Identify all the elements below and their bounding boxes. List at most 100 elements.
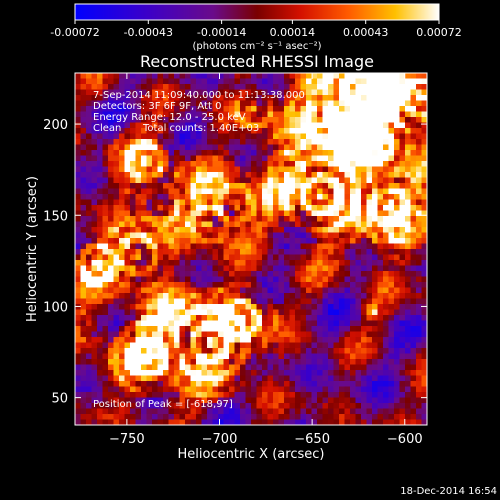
heatmap-cell xyxy=(372,287,378,294)
heatmap-cell xyxy=(174,199,180,206)
heatmap-cell xyxy=(344,414,351,420)
heatmap-cell xyxy=(300,293,307,299)
heatmap-cell xyxy=(278,326,285,332)
heatmap-cell xyxy=(311,315,318,321)
heatmap-cell xyxy=(322,73,329,79)
heatmap-cell xyxy=(190,166,197,173)
heatmap-cell xyxy=(218,238,224,244)
heatmap-cell xyxy=(157,271,164,277)
heatmap-cell xyxy=(405,293,411,299)
heatmap-cell xyxy=(245,392,252,398)
heatmap-cell xyxy=(278,254,285,261)
heatmap-cell xyxy=(388,89,395,96)
heatmap-cell xyxy=(388,293,395,299)
heatmap-cell xyxy=(350,155,356,162)
heatmap-cell xyxy=(366,73,373,79)
heatmap-cell xyxy=(80,111,87,118)
heatmap-cell xyxy=(212,265,219,272)
heatmap-cell xyxy=(306,95,312,101)
heatmap-cell xyxy=(179,287,186,294)
heatmap-cell xyxy=(339,408,345,415)
heatmap-cell xyxy=(113,381,120,387)
heatmap-cell xyxy=(141,89,147,96)
heatmap-cell xyxy=(234,276,241,283)
heatmap-cell xyxy=(201,386,208,393)
heatmap-cell xyxy=(339,370,345,376)
heatmap-cell xyxy=(251,265,257,272)
x-tick-label: −600 xyxy=(387,432,423,447)
heatmap-cell xyxy=(152,117,158,123)
heatmap-cell xyxy=(146,320,153,327)
heatmap-cell xyxy=(157,238,164,244)
heatmap-cell xyxy=(185,359,191,365)
heatmap-cell xyxy=(317,199,323,206)
heatmap-cell xyxy=(306,122,312,129)
heatmap-cell xyxy=(372,188,378,195)
heatmap-cell xyxy=(350,73,356,79)
heatmap-cell xyxy=(102,271,109,277)
heatmap-cell xyxy=(207,117,213,123)
heatmap-cell xyxy=(355,309,362,316)
heatmap-cell xyxy=(91,188,98,195)
heatmap-cell xyxy=(212,144,219,151)
heatmap-cell xyxy=(350,287,356,294)
heatmap-cell xyxy=(289,144,296,151)
heatmap-cell xyxy=(284,243,290,250)
heatmap-cell xyxy=(372,386,378,393)
heatmap-cell xyxy=(350,304,356,310)
heatmap-cell xyxy=(262,249,268,255)
heatmap-cell xyxy=(344,172,351,178)
heatmap-cell xyxy=(383,194,389,200)
heatmap-cell xyxy=(333,183,340,189)
heatmap-cell xyxy=(245,78,252,85)
heatmap-cell xyxy=(339,315,345,321)
heatmap-cell xyxy=(80,287,87,294)
heatmap-cell xyxy=(421,117,427,123)
heatmap-cell xyxy=(135,84,142,90)
heatmap-cell xyxy=(295,298,301,305)
heatmap-cell xyxy=(190,205,197,211)
heatmap-cell xyxy=(278,282,285,288)
heatmap-cell xyxy=(218,177,224,184)
heatmap-cell xyxy=(421,370,427,376)
heatmap-cell xyxy=(273,282,279,288)
heatmap-cell xyxy=(262,397,268,404)
heatmap-cell xyxy=(86,84,92,90)
heatmap-cell xyxy=(273,183,279,189)
heatmap-cell xyxy=(102,359,109,365)
heatmap-cell xyxy=(377,117,384,123)
heatmap-cell xyxy=(410,337,417,343)
heatmap-cell xyxy=(410,177,417,184)
heatmap-cell xyxy=(322,403,329,409)
heatmap-cell xyxy=(256,419,263,425)
heatmap-cell xyxy=(278,144,285,151)
heatmap-cell xyxy=(350,403,356,409)
heatmap-cell xyxy=(383,227,389,233)
heatmap-cell xyxy=(289,150,296,156)
heatmap-cell xyxy=(377,276,384,283)
heatmap-cell xyxy=(196,375,202,382)
heatmap-cell xyxy=(91,386,98,393)
heatmap-cell xyxy=(102,106,109,112)
heatmap-cell xyxy=(75,403,81,409)
heatmap-cell xyxy=(394,287,400,294)
heatmap-cell xyxy=(383,304,389,310)
heatmap-cell xyxy=(306,260,312,266)
heatmap-cell xyxy=(405,199,411,206)
heatmap-cell xyxy=(284,95,290,101)
heatmap-cell xyxy=(75,353,81,360)
heatmap-cell xyxy=(333,392,340,398)
heatmap-cell xyxy=(97,84,103,90)
heatmap-cell xyxy=(328,320,334,327)
heatmap-cell xyxy=(223,342,230,349)
heatmap-cell xyxy=(174,342,180,349)
heatmap-cell xyxy=(421,243,427,250)
heatmap-cell xyxy=(289,232,296,239)
heatmap-cell xyxy=(75,172,81,178)
heatmap-cell xyxy=(240,177,246,184)
heatmap-cell xyxy=(251,100,257,107)
heatmap-cell xyxy=(185,375,191,382)
heatmap-cell xyxy=(399,419,406,425)
heatmap-cell xyxy=(245,122,252,129)
heatmap-cell xyxy=(212,381,219,387)
